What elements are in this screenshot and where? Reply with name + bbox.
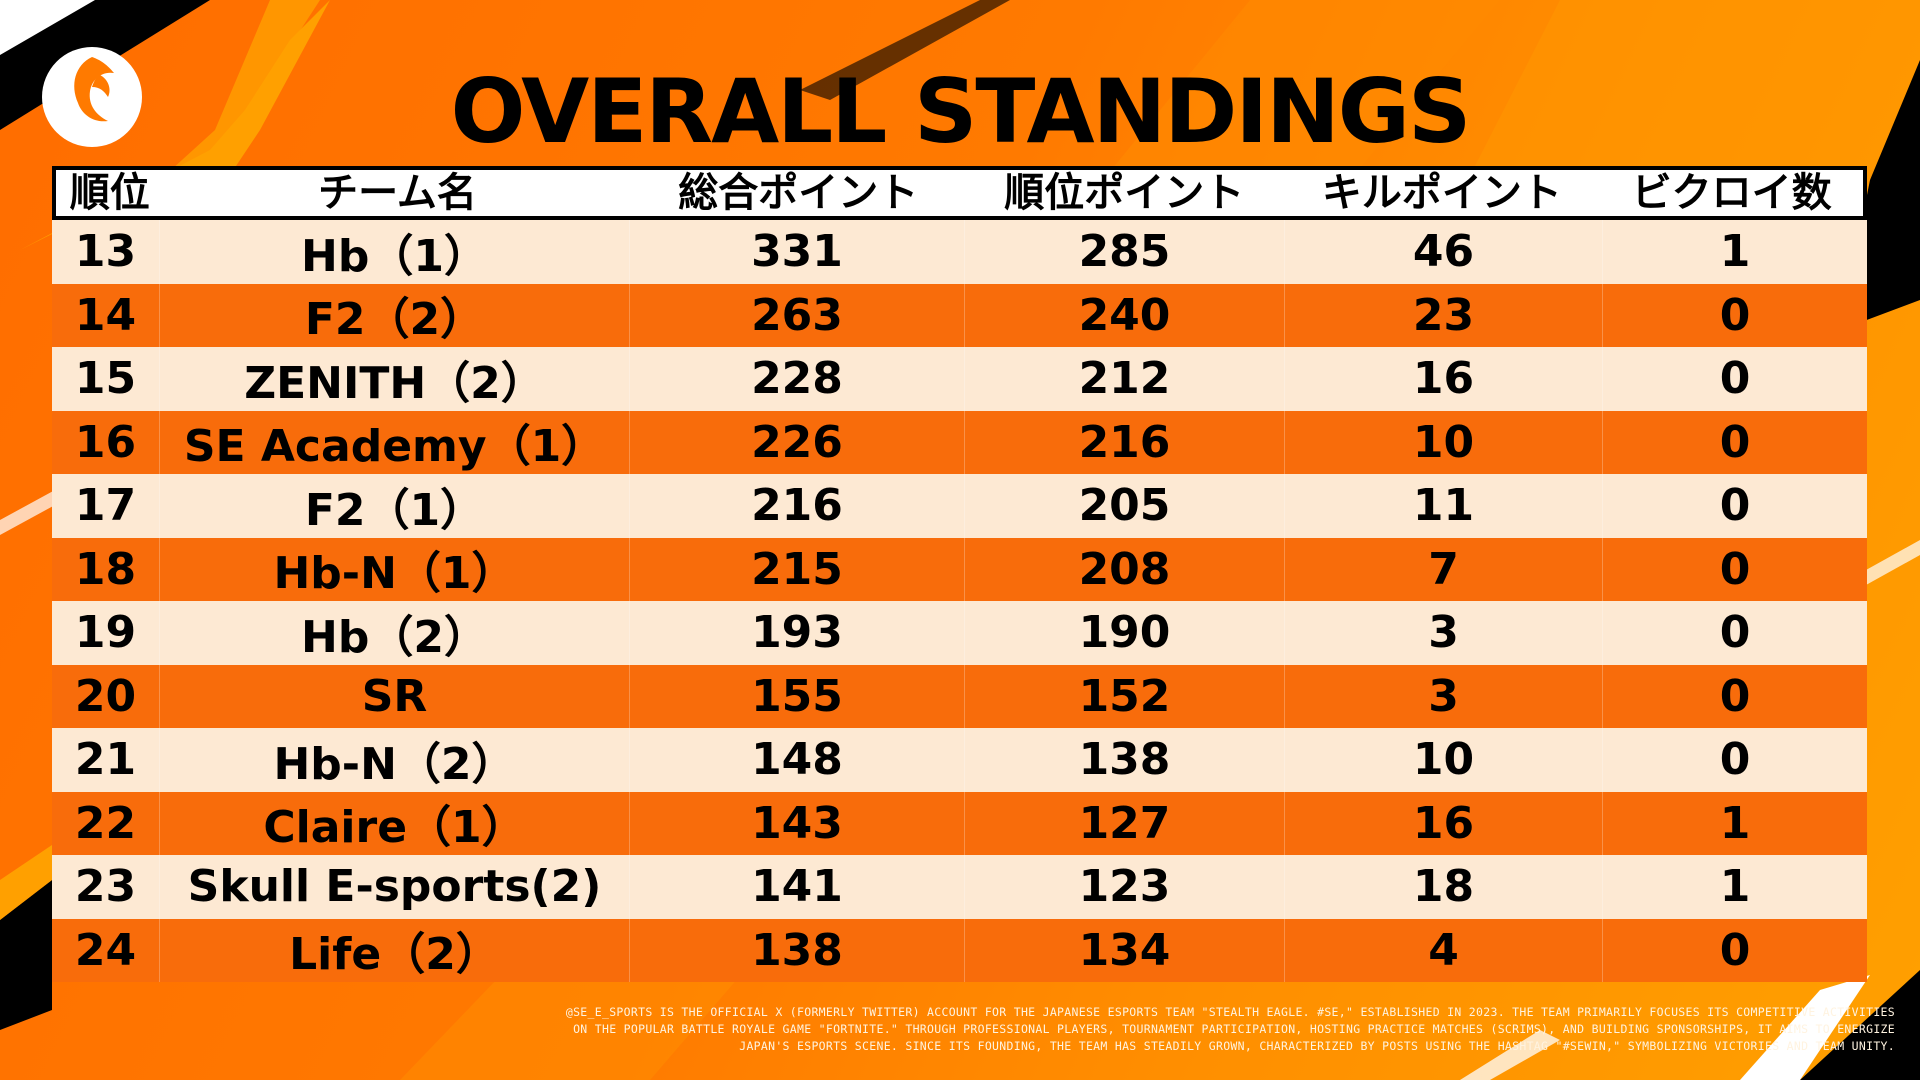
victory-royales-cell: 1 <box>1719 797 1751 849</box>
table-row: 22 Claire（1） 143 127 16 1 <box>52 791 1867 855</box>
placement-points-cell: 208 <box>965 537 1285 601</box>
team-name-cell: Skull E-sports(2) <box>160 855 630 919</box>
table-row: 19 Hb（2） 193 190 3 0 <box>52 601 1867 665</box>
rank-cell: 22 <box>52 791 160 855</box>
footer-line: @SE_E_SPORTS IS THE OFFICIAL X (FORMERLY… <box>565 1005 1895 1019</box>
team-name-cell: SR <box>160 664 630 728</box>
total-points-cell: 155 <box>630 664 965 728</box>
kill-points-cell: 10 <box>1285 728 1603 792</box>
victory-royales-cell: 0 <box>1719 289 1751 341</box>
total-points-cell: 216 <box>630 474 965 538</box>
placement-points-cell: 212 <box>965 347 1285 411</box>
kill-points-cell: 18 <box>1285 855 1603 919</box>
victory-royales-cell: 0 <box>1719 734 1751 786</box>
total-points-cell: 226 <box>630 410 965 474</box>
placement-points-cell: 285 <box>965 220 1285 284</box>
placement-points-cell: 205 <box>965 474 1285 538</box>
column-header-team: チーム名 <box>318 170 477 216</box>
page-title: OVERALL STANDINGS <box>450 60 1472 163</box>
kill-points-cell: 7 <box>1285 537 1603 601</box>
table-row: 18 Hb-N（1） 215 208 7 0 <box>52 537 1867 601</box>
victory-royales-cell: 0 <box>1719 480 1751 532</box>
total-points-cell: 193 <box>630 601 965 665</box>
team-name-cell: Claire（1） <box>160 791 630 855</box>
total-points-cell: 263 <box>630 283 965 347</box>
rank-cell: 17 <box>52 474 160 538</box>
table-row: 24 Life（2） 138 134 4 0 <box>52 918 1867 982</box>
rank-cell: 15 <box>52 347 160 411</box>
kill-points-cell: 3 <box>1285 601 1603 665</box>
placement-points-cell: 134 <box>965 918 1285 982</box>
kill-points-cell: 3 <box>1285 664 1603 728</box>
placement-points-cell: 216 <box>965 410 1285 474</box>
total-points-cell: 228 <box>630 347 965 411</box>
total-points-cell: 331 <box>630 220 965 284</box>
team-name-cell: Hb-N（1） <box>160 537 630 601</box>
kill-points-cell: 23 <box>1285 283 1603 347</box>
standings-table: 順位 チーム名 総合ポイント 順位ポイント キルポイント ビクロイ数 13 Hb（… <box>52 166 1867 982</box>
victory-royales-cell: 0 <box>1719 543 1751 595</box>
table-row: 20 SR 155 152 3 0 <box>52 664 1867 728</box>
total-points-cell: 143 <box>630 791 965 855</box>
column-header-rank: 順位 <box>69 170 150 216</box>
table-row: 21 Hb-N（2） 148 138 10 0 <box>52 728 1867 792</box>
team-name-cell: Hb-N（2） <box>160 728 630 792</box>
kill-points-cell: 16 <box>1285 347 1603 411</box>
team-name-cell: SE Academy（1） <box>160 410 630 474</box>
kill-points-cell: 16 <box>1285 791 1603 855</box>
column-header-placement-points: 順位ポイント <box>1004 170 1245 216</box>
team-name-cell: ZENITH（2） <box>160 347 630 411</box>
placement-points-cell: 127 <box>965 791 1285 855</box>
table-row: 16 SE Academy（1） 226 216 10 0 <box>52 410 1867 474</box>
rank-cell: 16 <box>52 410 160 474</box>
total-points-cell: 148 <box>630 728 965 792</box>
phoenix-logo-icon <box>30 35 155 150</box>
team-name-cell: F2（1） <box>160 474 630 538</box>
total-points-cell: 141 <box>630 855 965 919</box>
kill-points-cell: 11 <box>1285 474 1603 538</box>
victory-royales-cell: 0 <box>1719 607 1751 659</box>
victory-royales-cell: 1 <box>1719 226 1751 278</box>
placement-points-cell: 190 <box>965 601 1285 665</box>
total-points-cell: 215 <box>630 537 965 601</box>
table-row: 13 Hb（1） 331 285 46 1 <box>52 220 1867 284</box>
rank-cell: 24 <box>52 918 160 982</box>
footer-line: JAPAN'S ESPORTS SCENE. SINCE ITS FOUNDIN… <box>739 1039 1895 1053</box>
victory-royales-cell: 0 <box>1719 353 1751 405</box>
team-name-cell: Hb（2） <box>160 601 630 665</box>
victory-royales-cell: 0 <box>1719 416 1751 468</box>
kill-points-cell: 4 <box>1285 918 1603 982</box>
column-header-victory-royales: ビクロイ数 <box>1631 170 1832 216</box>
placement-points-cell: 123 <box>965 855 1285 919</box>
table-row: 15 ZENITH（2） 228 212 16 0 <box>52 347 1867 411</box>
rank-cell: 23 <box>52 855 160 919</box>
rank-cell: 21 <box>52 728 160 792</box>
team-name-cell: F2（2） <box>160 283 630 347</box>
placement-points-cell: 240 <box>965 283 1285 347</box>
placement-points-cell: 138 <box>965 728 1285 792</box>
kill-points-cell: 46 <box>1285 220 1603 284</box>
team-name-cell: Life（2） <box>160 918 630 982</box>
table-row: 23 Skull E-sports(2) 141 123 18 1 <box>52 855 1867 919</box>
rank-cell: 13 <box>52 220 160 284</box>
rank-cell: 20 <box>52 664 160 728</box>
victory-royales-cell: 0 <box>1719 924 1751 976</box>
table-body: 13 Hb（1） 331 285 46 1 14 F2（2） 263 240 23 0 15 ZENITH… <box>52 220 1867 982</box>
footer-description: @SE_E_SPORTS IS THE OFFICIAL X (FORMERLY… <box>395 1004 1895 1055</box>
table-row: 14 F2（2） 263 240 23 0 <box>52 283 1867 347</box>
team-name-cell: Hb（1） <box>160 220 630 284</box>
victory-royales-cell: 1 <box>1719 861 1751 913</box>
footer-line: ON THE POPULAR BATTLE ROYALE GAME "FORTN… <box>573 1022 1895 1036</box>
kill-points-cell: 10 <box>1285 410 1603 474</box>
rank-cell: 19 <box>52 601 160 665</box>
victory-royales-cell: 0 <box>1719 670 1751 722</box>
table-header: 順位 チーム名 総合ポイント 順位ポイント キルポイント ビクロイ数 <box>52 166 1867 220</box>
total-points-cell: 138 <box>630 918 965 982</box>
placement-points-cell: 152 <box>965 664 1285 728</box>
rank-cell: 14 <box>52 283 160 347</box>
column-header-total-points: 総合ポイント <box>678 170 919 216</box>
column-header-kill-points: キルポイント <box>1321 170 1562 216</box>
table-row: 17 F2（1） 216 205 11 0 <box>52 474 1867 538</box>
rank-cell: 18 <box>52 537 160 601</box>
